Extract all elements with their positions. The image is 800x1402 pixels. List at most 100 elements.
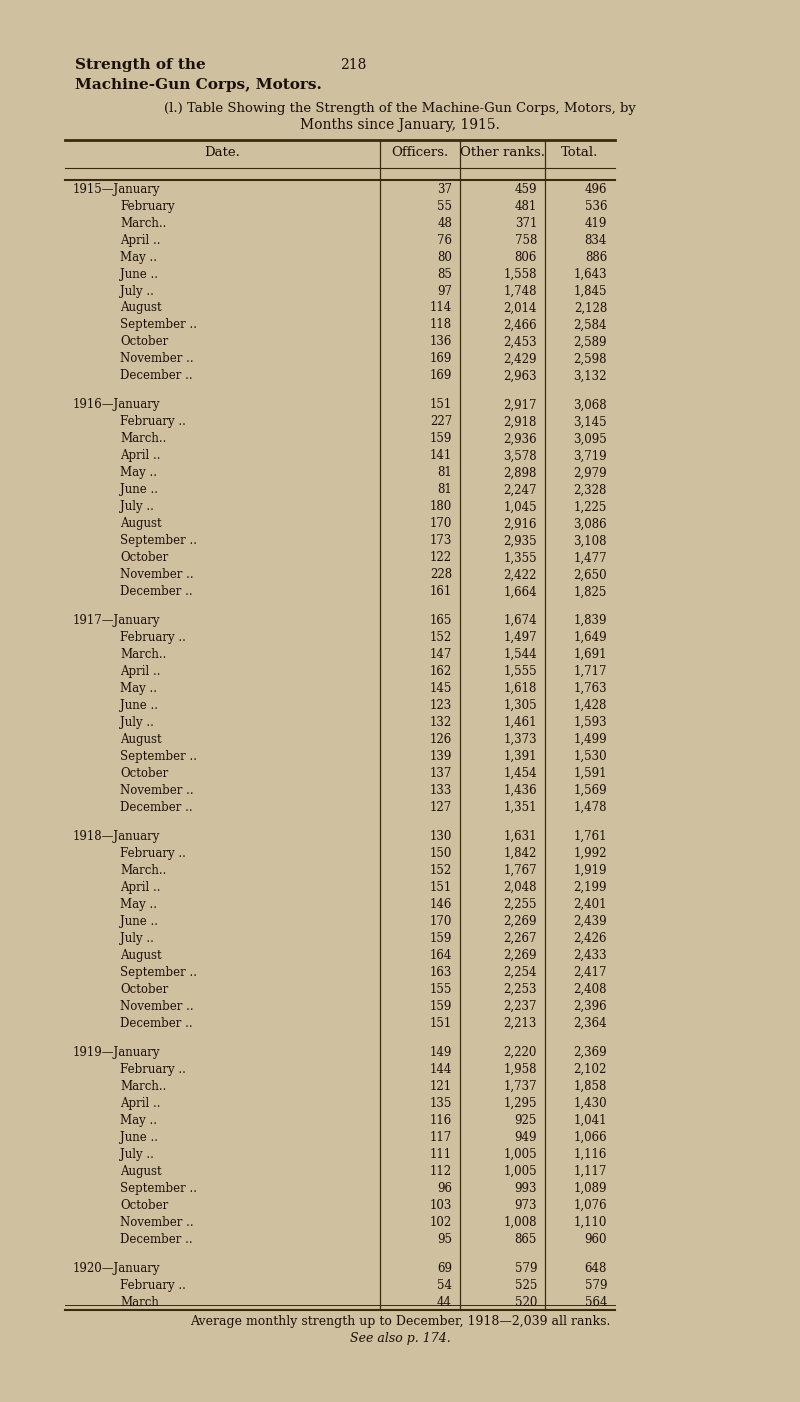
Text: July ..: July .. [120,716,154,729]
Text: Other ranks.: Other ranks. [460,146,545,158]
Text: 155: 155 [430,983,452,995]
Text: 2,917: 2,917 [503,398,537,411]
Text: June ..: June .. [120,700,158,712]
Text: 1,839: 1,839 [574,614,607,627]
Text: June ..: June .. [120,916,158,928]
Text: 1,005: 1,005 [503,1165,537,1178]
Text: 2,898: 2,898 [504,467,537,479]
Text: 1918—January: 1918—January [73,830,160,843]
Text: March..: March.. [120,864,166,876]
Text: November ..: November .. [120,1216,194,1228]
Text: 121: 121 [430,1080,452,1092]
Text: December ..: December .. [120,370,193,383]
Text: 806: 806 [514,251,537,264]
Text: 133: 133 [430,784,452,798]
Text: 3,145: 3,145 [574,415,607,429]
Text: 69: 69 [437,1262,452,1274]
Text: February ..: February .. [120,1063,186,1075]
Text: 1,430: 1,430 [574,1096,607,1110]
Text: 1,477: 1,477 [574,551,607,564]
Text: 1,391: 1,391 [503,750,537,763]
Text: 2,426: 2,426 [574,932,607,945]
Text: 1,041: 1,041 [574,1113,607,1127]
Text: 1,618: 1,618 [504,683,537,695]
Text: 81: 81 [438,467,452,479]
Text: April ..: April .. [120,449,161,463]
Text: 564: 564 [585,1295,607,1308]
Text: 2,466: 2,466 [503,318,537,331]
Text: 993: 993 [514,1182,537,1195]
Text: 2,014: 2,014 [503,301,537,314]
Text: 2,237: 2,237 [503,1000,537,1012]
Text: 1,767: 1,767 [503,864,537,876]
Text: 1,110: 1,110 [574,1216,607,1228]
Text: November ..: November .. [120,568,194,582]
Text: 2,128: 2,128 [574,301,607,314]
Text: 139: 139 [430,750,452,763]
Text: 227: 227 [430,415,452,429]
Text: 525: 525 [514,1279,537,1291]
Text: 141: 141 [430,449,452,463]
Text: 145: 145 [430,683,452,695]
Text: 117: 117 [430,1131,452,1144]
Text: 170: 170 [430,916,452,928]
Text: 3,108: 3,108 [574,534,607,547]
Text: 126: 126 [430,733,452,746]
Text: 2,453: 2,453 [503,335,537,349]
Text: 1,845: 1,845 [574,285,607,297]
Text: 130: 130 [430,830,452,843]
Text: 1,089: 1,089 [574,1182,607,1195]
Text: November ..: November .. [120,1000,194,1012]
Text: 2,048: 2,048 [503,880,537,894]
Text: 159: 159 [430,932,452,945]
Text: 3,095: 3,095 [574,432,607,446]
Text: 103: 103 [430,1199,452,1211]
Text: 152: 152 [430,864,452,876]
Text: 55: 55 [437,199,452,213]
Text: March: March [120,1295,159,1308]
Text: 1,825: 1,825 [574,585,607,599]
Text: 536: 536 [585,199,607,213]
Text: 152: 152 [430,631,452,644]
Text: 2,255: 2,255 [503,897,537,911]
Text: 150: 150 [430,847,452,859]
Text: 2,417: 2,417 [574,966,607,979]
Text: 2,269: 2,269 [503,916,537,928]
Text: 1,305: 1,305 [503,700,537,712]
Text: 1,737: 1,737 [503,1080,537,1092]
Text: July ..: July .. [120,932,154,945]
Text: 118: 118 [430,318,452,331]
Text: 114: 114 [430,301,452,314]
Text: 973: 973 [514,1199,537,1211]
Text: 1,992: 1,992 [574,847,607,859]
Text: 648: 648 [585,1262,607,1274]
Text: 1,117: 1,117 [574,1165,607,1178]
Text: 2,102: 2,102 [574,1063,607,1075]
Text: October: October [120,335,168,349]
Text: 170: 170 [430,517,452,530]
Text: 1,005: 1,005 [503,1148,537,1161]
Text: 1,958: 1,958 [503,1063,537,1075]
Text: August: August [120,517,162,530]
Text: 151: 151 [430,398,452,411]
Text: See also p. 174.: See also p. 174. [350,1332,450,1345]
Text: 85: 85 [437,268,452,280]
Text: February ..: February .. [120,847,186,859]
Text: 2,269: 2,269 [503,949,537,962]
Text: June ..: June .. [120,1131,158,1144]
Text: 1,649: 1,649 [574,631,607,644]
Text: 865: 865 [514,1232,537,1246]
Text: 1,076: 1,076 [574,1199,607,1211]
Text: June ..: June .. [120,268,158,280]
Text: July ..: July .. [120,285,154,297]
Text: 137: 137 [430,767,452,780]
Text: 1,373: 1,373 [503,733,537,746]
Text: April ..: April .. [120,1096,161,1110]
Text: February ..: February .. [120,631,186,644]
Text: 2,584: 2,584 [574,318,607,331]
Text: 162: 162 [430,665,452,679]
Text: 123: 123 [430,700,452,712]
Text: March..: March.. [120,1080,166,1092]
Text: December ..: December .. [120,1016,193,1030]
Text: 1,497: 1,497 [503,631,537,644]
